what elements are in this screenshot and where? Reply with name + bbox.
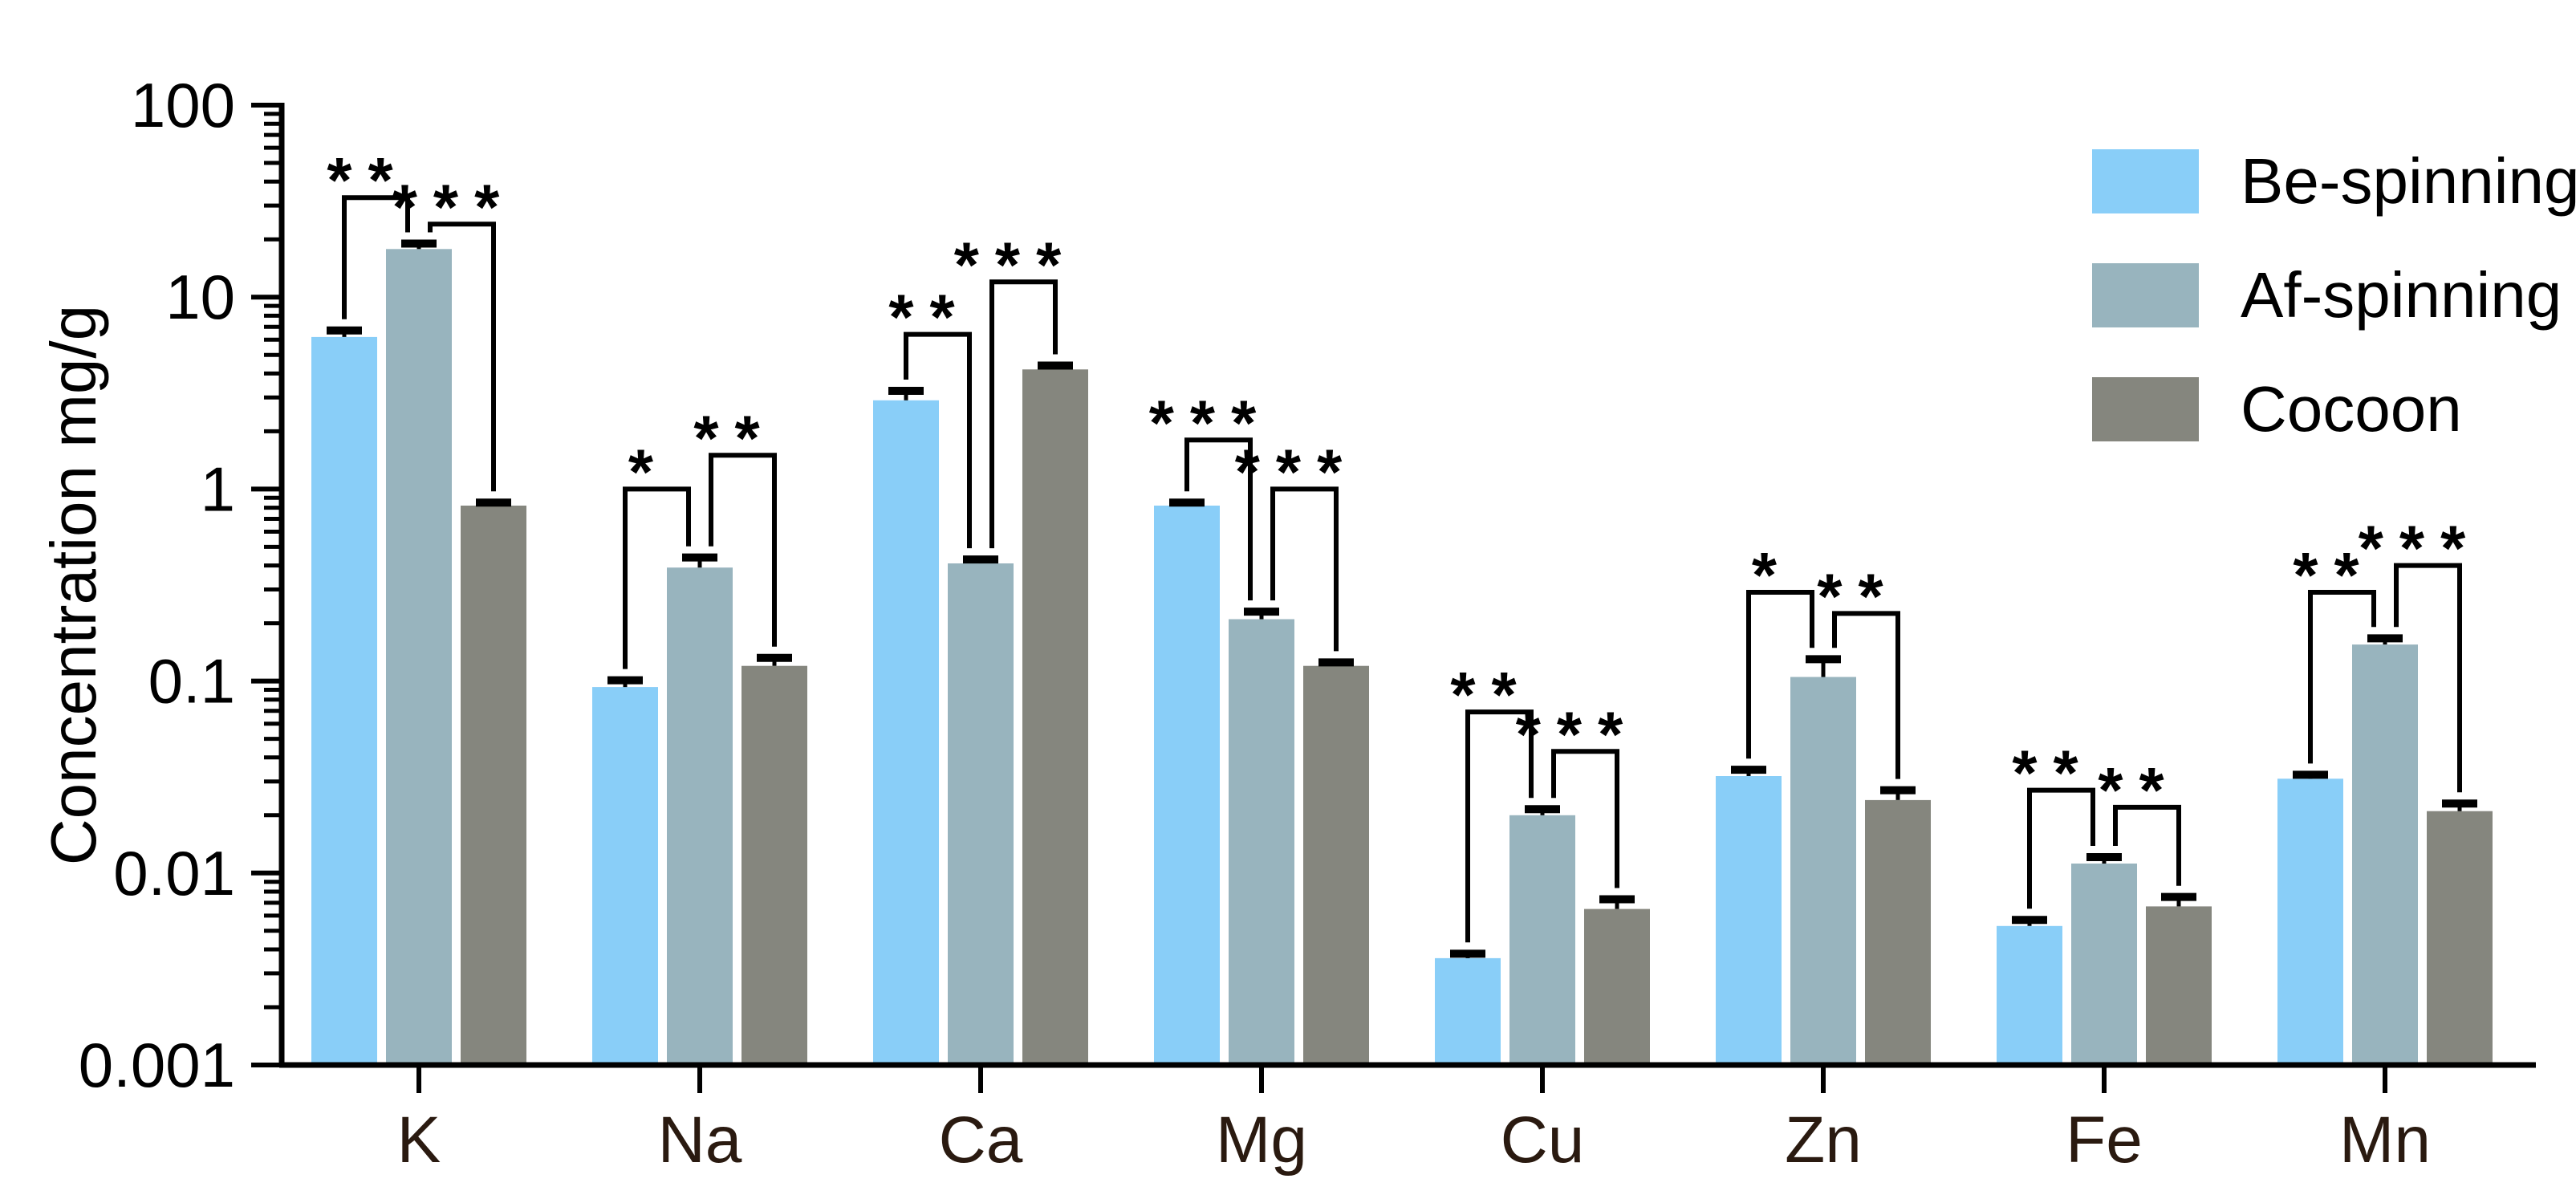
significance-bracket xyxy=(1746,590,1814,759)
significance-label: ** xyxy=(327,144,408,216)
significance-label: ** xyxy=(2293,539,2375,611)
y-tick-label: 0.1 xyxy=(148,646,235,717)
bar-Fe-Be-spinning xyxy=(1997,925,2062,1065)
legend: Be-spinning Af-spinning Cocoon xyxy=(2092,145,2576,491)
significance-bracket xyxy=(1551,749,1619,888)
bar-Zn-Cocoon xyxy=(1865,799,1931,1065)
bar-Na-Cocoon xyxy=(742,665,807,1065)
significance-bracket xyxy=(1270,486,1339,652)
significance-bracket xyxy=(342,195,410,319)
significance-label: *** xyxy=(392,171,515,242)
y-tick-label: 0.01 xyxy=(113,838,235,908)
significance-label: * xyxy=(1752,539,1793,611)
significance-label: ** xyxy=(2012,738,2094,809)
significance-bracket xyxy=(989,279,1058,549)
significance-label: ** xyxy=(693,402,775,474)
significance-label: * xyxy=(628,436,669,507)
x-category-label: Fe xyxy=(2066,1104,2143,1177)
significance-bracket xyxy=(1184,437,1253,601)
bar-Zn-Be-spinning xyxy=(1716,776,1782,1065)
x-category-label: Mg xyxy=(1216,1104,1307,1177)
legend-item: Be-spinning xyxy=(2092,145,2576,217)
significance-bracket xyxy=(2113,804,2181,886)
bar-Ca-Af-spinning xyxy=(948,563,1014,1065)
bar-Fe-Cocoon xyxy=(2146,906,2212,1065)
y-axis-title: Concentration mg/g xyxy=(38,304,109,866)
x-category-label: Zn xyxy=(1785,1104,1862,1177)
y-tick-label: 100 xyxy=(131,70,235,140)
significance-bracket xyxy=(623,486,691,669)
bar-K-Cocoon xyxy=(461,506,526,1065)
x-category-label: Cu xyxy=(1501,1104,1585,1177)
significance-bracket xyxy=(2308,590,2376,764)
significance-label: *** xyxy=(1516,698,1639,770)
bar-Mg-Af-spinning xyxy=(1229,619,1294,1065)
bar-K-Be-spinning xyxy=(311,336,377,1065)
bar-Na-Be-spinning xyxy=(592,687,658,1065)
bar-Mn-Af-spinning xyxy=(2352,644,2418,1065)
legend-label: Af-spinning xyxy=(2241,259,2562,331)
bar-Mn-Cocoon xyxy=(2427,811,2493,1065)
significance-bracket xyxy=(428,222,496,492)
significance-label: ** xyxy=(2098,754,2180,826)
bar-Cu-Cocoon xyxy=(1584,908,1650,1065)
significance-label: ** xyxy=(1450,659,1532,730)
legend-swatch-af-spinning xyxy=(2092,263,2199,327)
significance-bracket xyxy=(904,331,972,549)
legend-label: Be-spinning xyxy=(2241,145,2576,217)
legend-item: Af-spinning xyxy=(2092,259,2576,331)
bar-Cu-Af-spinning xyxy=(1509,815,1575,1065)
bar-Zn-Af-spinning xyxy=(1790,677,1856,1065)
x-category-label: K xyxy=(397,1104,441,1177)
significance-bracket xyxy=(2027,787,2095,909)
significance-label: ** xyxy=(888,282,970,353)
bar-Na-Af-spinning xyxy=(667,567,733,1065)
significance-bracket xyxy=(2394,563,2462,793)
bar-Mg-Be-spinning xyxy=(1154,506,1220,1065)
significance-bracket xyxy=(709,453,777,647)
bar-Ca-Cocoon xyxy=(1022,369,1088,1065)
x-category-label: Mn xyxy=(2339,1104,2431,1177)
bar-Mg-Cocoon xyxy=(1303,665,1369,1065)
bar-Fe-Af-spinning xyxy=(2071,864,2137,1065)
y-tick-label: 10 xyxy=(165,262,235,332)
legend-swatch-cocoon xyxy=(2092,377,2199,441)
bar-K-Af-spinning xyxy=(386,249,452,1065)
x-category-label: Ca xyxy=(939,1104,1023,1177)
bar-Cu-Be-spinning xyxy=(1435,957,1501,1065)
significance-bracket xyxy=(1832,611,1900,779)
significance-bracket xyxy=(1465,709,1534,943)
legend-label: Cocoon xyxy=(2241,373,2462,445)
legend-swatch-be-spinning xyxy=(2092,149,2199,213)
x-category-label: Na xyxy=(658,1104,742,1177)
legend-item: Cocoon xyxy=(2092,373,2576,445)
y-tick-label: 0.001 xyxy=(79,1030,235,1100)
significance-label: ** xyxy=(1817,560,1899,632)
bar-Mn-Be-spinning xyxy=(2277,778,2343,1065)
significance-label: *** xyxy=(1235,436,1358,507)
significance-label: *** xyxy=(2359,513,2481,584)
y-tick-label: 1 xyxy=(201,453,235,524)
significance-label: *** xyxy=(954,229,1077,300)
significance-label: *** xyxy=(1149,387,1272,458)
bar-Ca-Be-spinning xyxy=(873,400,939,1065)
